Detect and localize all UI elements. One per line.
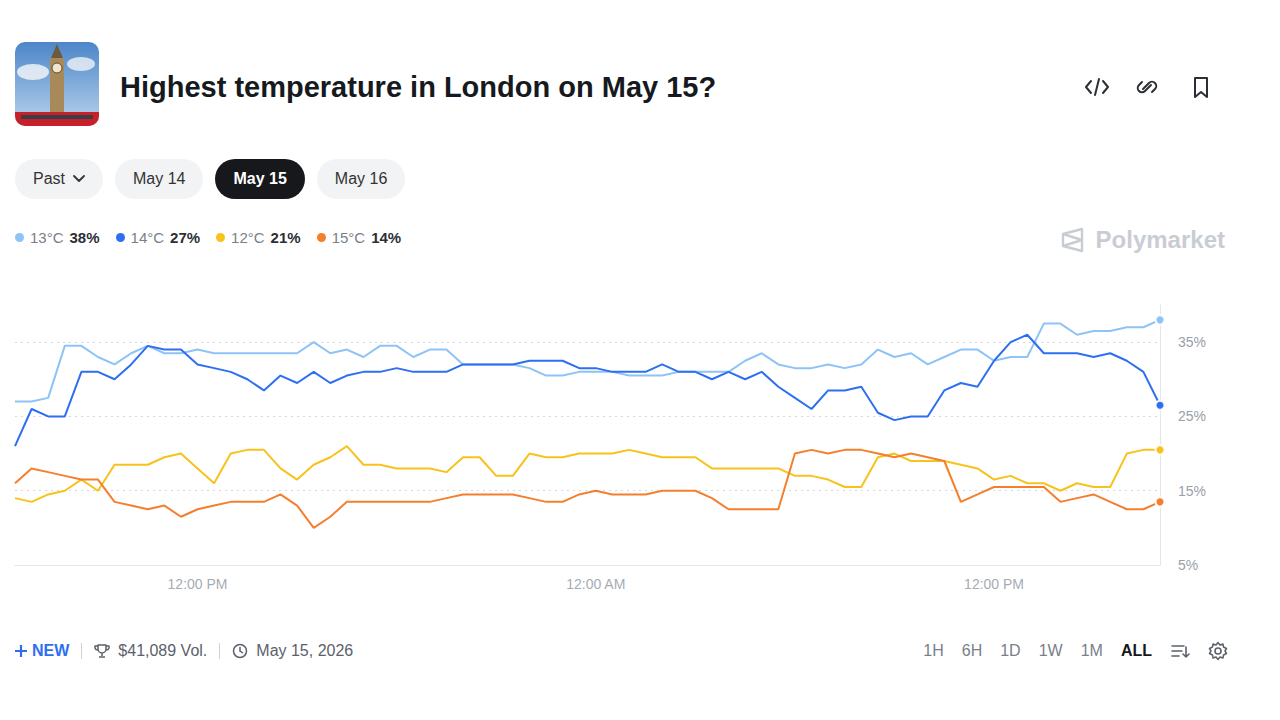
svg-text:12:00 AM: 12:00 AM	[566, 576, 625, 592]
html-text:May 15: May 15	[233, 170, 287, 187]
html-text:ALL: ALL	[1120, 642, 1152, 659]
html-text:Highest temperature in London: Highest temperature in London on May 15?	[120, 71, 717, 103]
html-text:1H: 1H	[923, 642, 944, 659]
svg-text:12:00 PM: 12:00 PM	[168, 576, 228, 592]
svg-text:12:00 PM: 12:00 PM	[964, 576, 1024, 592]
html-text:15°C 14%: 15°C 14%	[331, 229, 402, 246]
html-text:$41,089 Vol.: $41,089 Vol.	[118, 642, 208, 659]
html-text:12°C 21%: 12°C 21%	[231, 229, 301, 246]
html-text:1D: 1D	[1000, 642, 1021, 659]
svg-text:25%: 25%	[1178, 408, 1206, 424]
html-text:NEW: NEW	[32, 642, 70, 659]
html-text:13°C 38%: 13°C 38%	[30, 229, 100, 246]
html-text:1W: 1W	[1038, 642, 1063, 659]
svg-text:5%: 5%	[1178, 557, 1198, 573]
html-text:May 15, 2026: May 15, 2026	[256, 642, 354, 659]
html-text:6H: 6H	[961, 642, 983, 659]
html-text:Polymarket: Polymarket	[1095, 226, 1225, 253]
html-text:May 16: May 16	[334, 170, 388, 187]
svg-text:15%: 15%	[1178, 483, 1206, 499]
html-text:Past: Past	[33, 170, 65, 187]
html-text:14°C 27%: 14°C 27%	[130, 229, 201, 246]
html-text:May 14: May 14	[133, 170, 186, 187]
html-text:1M: 1M	[1080, 642, 1103, 659]
svg-text:35%: 35%	[1178, 334, 1206, 350]
